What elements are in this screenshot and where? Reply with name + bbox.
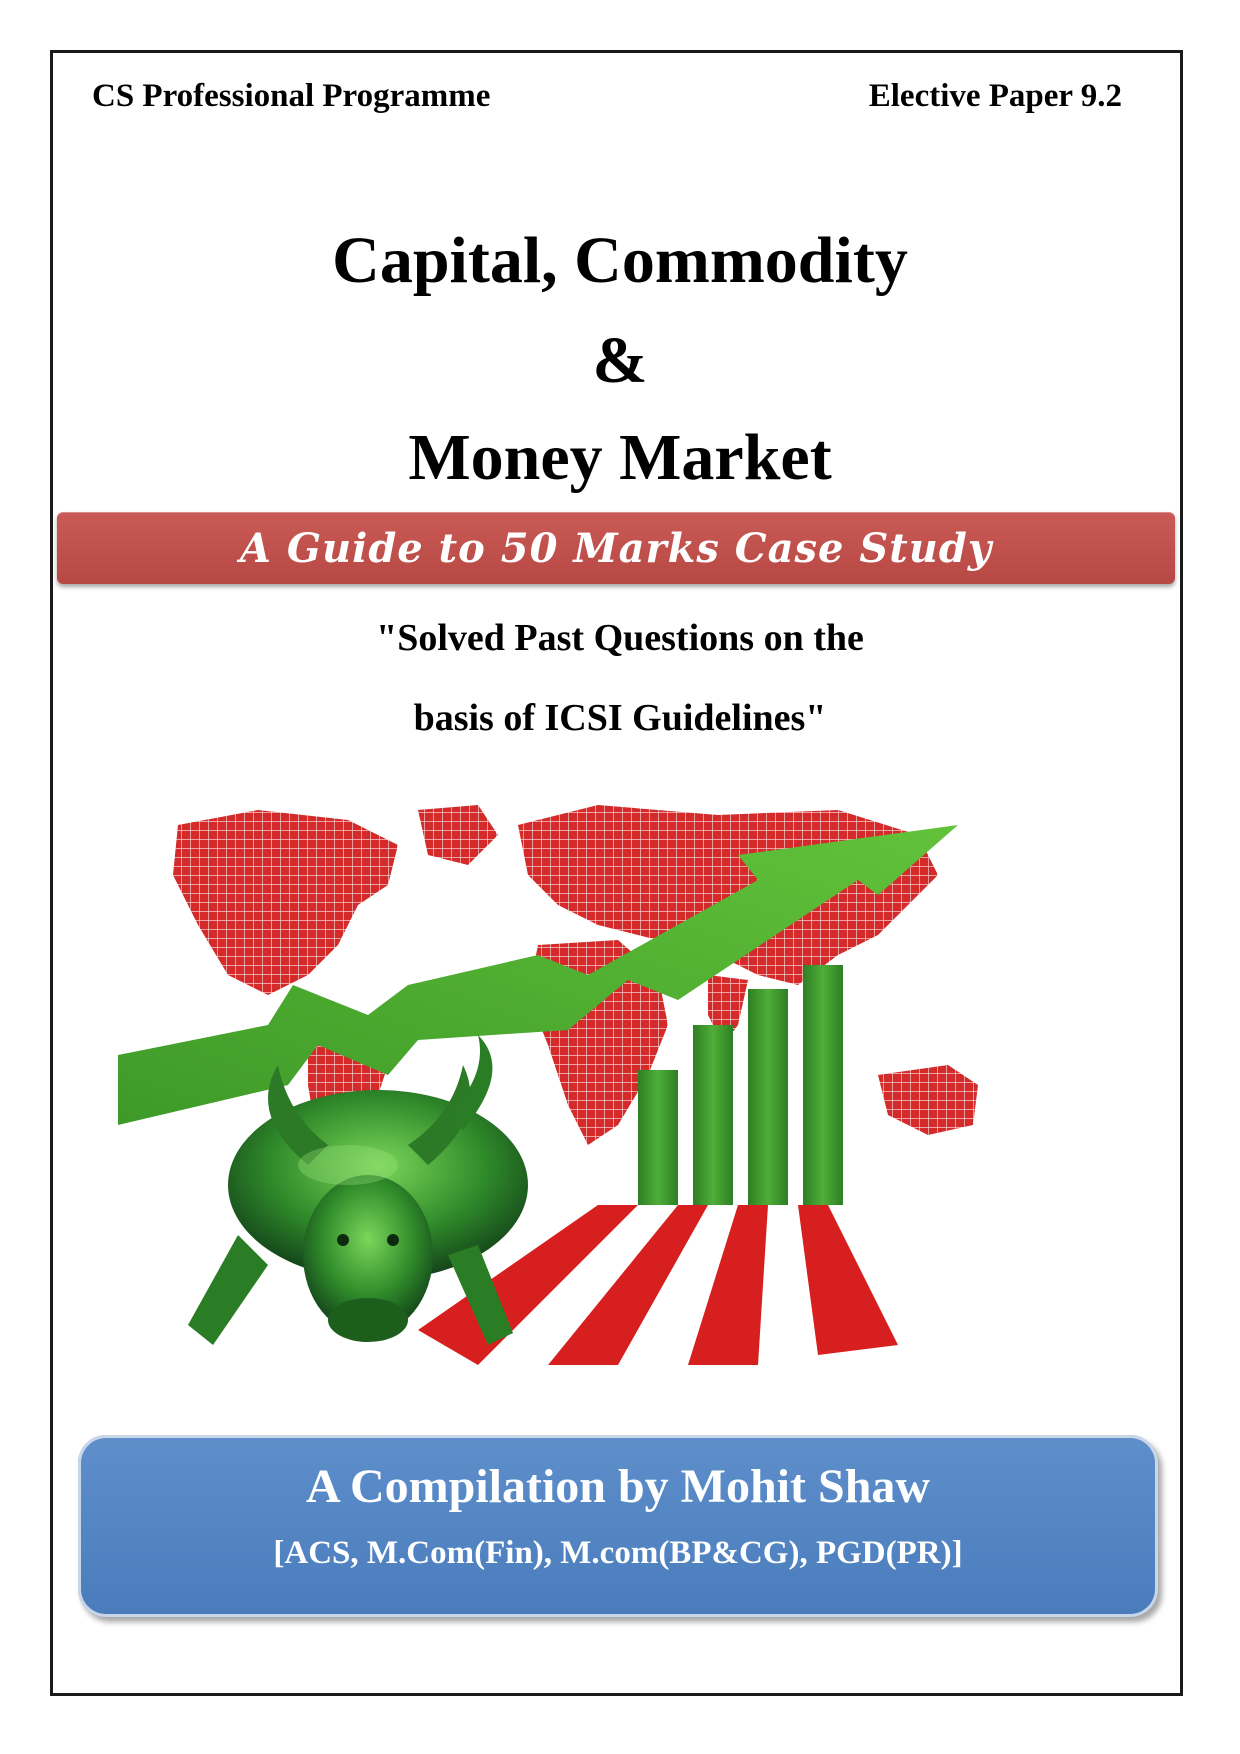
growth-arrow — [118, 825, 958, 1125]
bull-figure — [188, 1035, 528, 1345]
bar-1 — [638, 1070, 678, 1205]
title-line-3: Money Market — [408, 421, 832, 494]
title-line-1: Capital, Commodity — [332, 224, 908, 297]
map-australia — [878, 1065, 978, 1135]
bar-2 — [693, 1025, 733, 1205]
author-box: A Compilation by Mohit Shaw [ACS, M.Com(… — [78, 1435, 1158, 1617]
subtitle-line-1: "Solved Past Questions on the — [376, 617, 864, 659]
programme-label: CS Professional Programme — [92, 78, 491, 114]
guide-banner: A Guide to 50 Marks Case Study — [57, 512, 1175, 584]
paper-label: Elective Paper 9.2 — [868, 78, 1122, 114]
cover-illustration — [118, 805, 978, 1365]
page-border — [50, 50, 1183, 1696]
subtitle-line-2: basis of ICSI Guidelines" — [413, 697, 827, 739]
bar-graphic — [638, 965, 843, 1205]
author-credentials: [ACS, M.Com(Fin), M.com(BP&CG), PGD(PR)] — [273, 1535, 963, 1571]
title-ampersand: & — [592, 324, 648, 397]
bar-3 — [748, 989, 788, 1205]
bar-4 — [803, 965, 843, 1205]
guide-banner-text: A Guide to 50 Marks Case Study — [239, 524, 993, 572]
floor-stripes — [418, 1205, 898, 1365]
map-greenland — [418, 805, 498, 865]
map-north-america — [173, 810, 398, 995]
author-name: A Compilation by Mohit Shaw — [305, 1460, 931, 1513]
